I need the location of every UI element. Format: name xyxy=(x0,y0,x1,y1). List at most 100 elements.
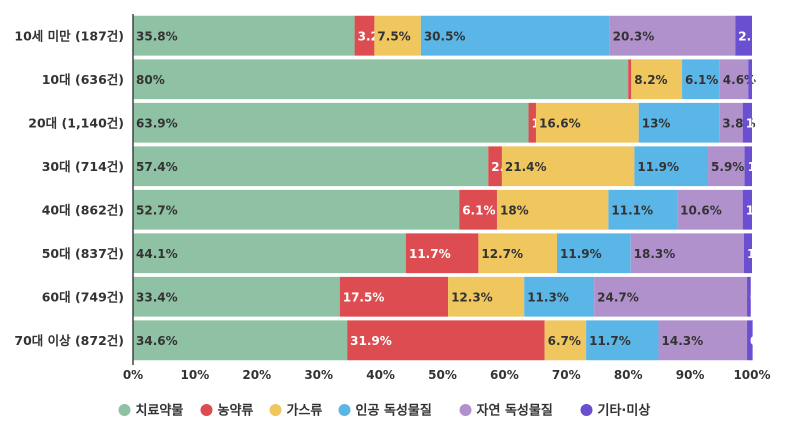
data-label: 8.2% xyxy=(634,73,667,87)
bar-segment xyxy=(743,233,752,274)
category-label: 10세 미만 (187건) xyxy=(14,28,124,43)
data-label: 4.6% xyxy=(723,73,756,87)
data-label: 0 xyxy=(750,334,758,348)
category-label: 70대 이상 (872건) xyxy=(14,333,124,348)
data-label: 44.1% xyxy=(136,247,178,261)
bar-segment xyxy=(478,233,558,274)
bar-segment xyxy=(719,59,749,100)
x-tick-label: 60% xyxy=(490,368,519,382)
bar-segment xyxy=(748,59,752,100)
category-label: 20대 (1,140건) xyxy=(28,115,124,130)
legend-item: 치료약물 xyxy=(118,403,184,419)
data-label: 17.5% xyxy=(343,290,385,304)
bar-segment xyxy=(586,320,659,361)
legend-swatch xyxy=(580,404,593,416)
x-tick-label: 0% xyxy=(123,368,143,382)
bar-row: 70대 이상 (872건) 34.6% 31.9% 6.7% 11.7% 14.3% 0 xyxy=(14,320,758,361)
bar-segment xyxy=(638,102,720,143)
x-tick-label: 30% xyxy=(304,368,333,382)
bar-segment xyxy=(133,233,406,274)
bar-row: 10대 (636건)80%0.58.2%6.1%4.6%0 xyxy=(42,59,760,100)
data-label: 11.7% xyxy=(409,247,451,261)
bar-segment xyxy=(708,146,745,187)
legend-label: 인공 독성물질 xyxy=(356,403,432,419)
bar-segment xyxy=(557,233,631,274)
bar-segment xyxy=(630,233,744,274)
bar-segment xyxy=(528,102,536,143)
bar-segment xyxy=(634,146,709,187)
data-label: 80% xyxy=(136,73,165,87)
bar-segment xyxy=(631,59,683,100)
data-label: 11.9% xyxy=(637,160,679,174)
data-label: 5.9% xyxy=(711,160,744,174)
data-label: 31.9% xyxy=(350,334,392,348)
legend-swatch xyxy=(200,404,213,416)
legend-item: 기타·미상 xyxy=(580,403,651,419)
category-label: 30대 (714건) xyxy=(42,159,124,174)
bar-segment xyxy=(524,276,595,317)
bar-segment xyxy=(628,59,632,100)
legend-label: 가스류 xyxy=(287,404,323,419)
data-label: 1. xyxy=(746,203,759,217)
bar-segment xyxy=(658,320,748,361)
data-label: 11.1% xyxy=(611,203,653,217)
data-label: 63.9% xyxy=(136,116,178,130)
bar-segment xyxy=(133,276,340,317)
data-label: 2.7 xyxy=(738,29,759,43)
data-label: 35.8% xyxy=(136,29,178,43)
data-label: 21.4% xyxy=(505,160,547,174)
x-tick-label: 70% xyxy=(552,368,581,382)
category-label: 10대 (636건) xyxy=(42,72,124,87)
x-tick-label: 90% xyxy=(676,368,705,382)
bar-segment xyxy=(133,59,629,100)
bar-row: 30대 (714건)57.4%2.2%21.4%11.9%5.9%1. xyxy=(42,146,761,187)
bar-segment xyxy=(405,233,479,274)
x-tick-label: 10% xyxy=(181,368,210,382)
legend-swatch xyxy=(338,404,351,416)
data-label: 1. xyxy=(748,160,761,174)
bar-segment xyxy=(719,102,743,143)
legend-item: 농약류 xyxy=(200,403,254,419)
bar-segment xyxy=(742,102,752,143)
data-label: 20.3% xyxy=(613,29,655,43)
bar-segment xyxy=(501,146,635,187)
legend-label: 기타·미상 xyxy=(598,403,651,419)
data-label: 13% xyxy=(642,116,671,130)
data-label: 18% xyxy=(500,203,529,217)
data-label: 34.6% xyxy=(136,334,178,348)
data-label: 52.7% xyxy=(136,203,178,217)
bar-segment xyxy=(735,15,752,56)
bar-segment xyxy=(682,59,720,100)
bar-row: 40대 (862건) 52.7% 6.1% 18% 11.1% 10.6% 1. xyxy=(42,189,759,230)
data-label: 6.1% xyxy=(462,203,495,217)
bar-segment xyxy=(420,15,610,56)
bar-segment xyxy=(133,15,355,56)
data-label: 33.4% xyxy=(136,290,178,304)
bar-segment xyxy=(594,276,748,317)
bar-segment xyxy=(747,320,753,361)
data-label: 14.3% xyxy=(662,334,704,348)
legend-label: 치료약물 xyxy=(136,403,184,419)
bar-segment xyxy=(133,146,489,187)
legend-swatch xyxy=(269,404,282,416)
bar-segment xyxy=(448,276,525,317)
legend-item: 인공 독성물질 xyxy=(338,403,432,419)
data-label: 18.3% xyxy=(634,247,676,261)
legend-label: 농약류 xyxy=(218,403,254,419)
bar-segment xyxy=(133,189,460,230)
bar-segment xyxy=(347,320,545,361)
bar-row: 10세 미만 (187건) 35.8% 3.2%7.5% 30.5% 20.3% 2.7 xyxy=(14,15,760,56)
bar-row: 60대 (749건) 33.4% 17.5% 12.3% 11.3% 24.7% 0 xyxy=(42,276,758,317)
x-tick-label: 40% xyxy=(366,368,395,382)
legend-swatch xyxy=(459,404,472,416)
bar-row: 50대 (837건) 44.1% 11.7% 12.7% 11.9% 18.3% 1. xyxy=(42,233,760,274)
bar-segment xyxy=(354,15,375,56)
bar-segment xyxy=(339,276,449,317)
data-label: 0 xyxy=(750,290,758,304)
bar-segment xyxy=(459,189,497,230)
data-label: 6.7% xyxy=(548,334,581,348)
data-label: 16.6% xyxy=(539,116,581,130)
bar-segment xyxy=(544,320,587,361)
